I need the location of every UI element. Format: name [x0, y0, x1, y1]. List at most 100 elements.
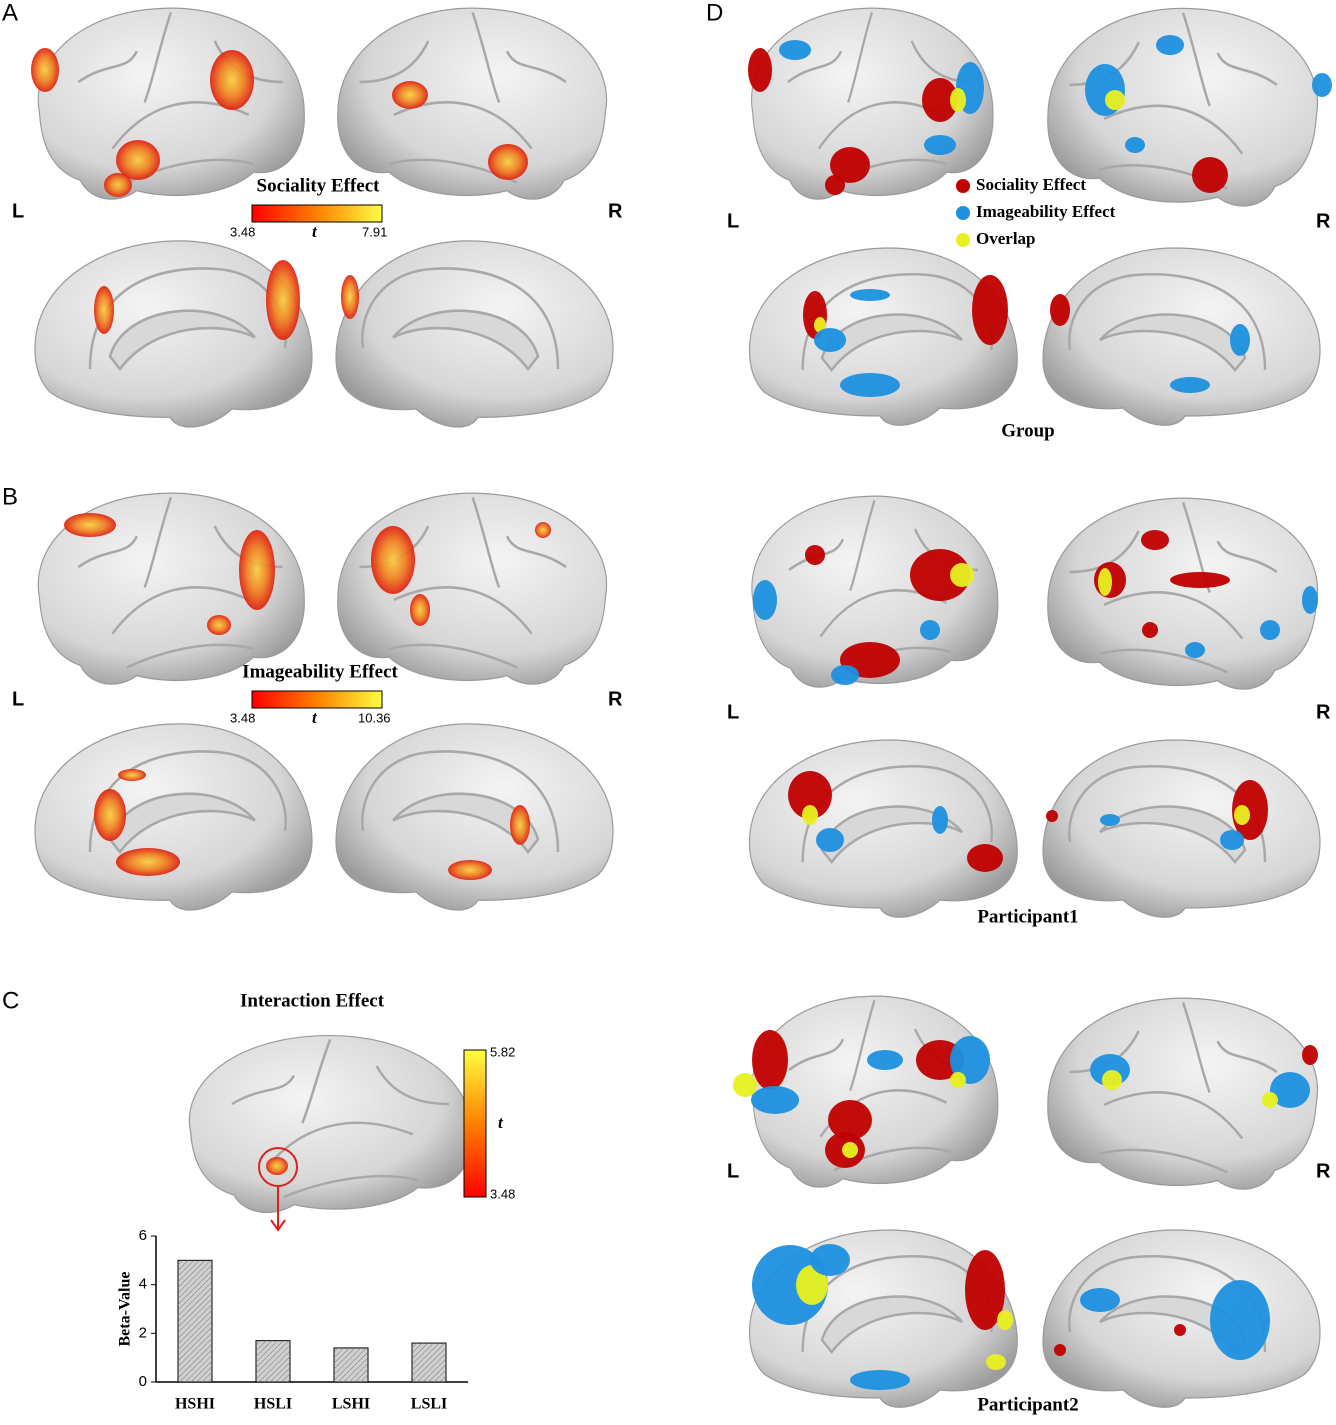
- activation-blob: [1050, 294, 1070, 326]
- legend: Sociality Effect Imageability Effect Overl…: [956, 175, 1116, 248]
- activation-blob: [796, 1265, 828, 1305]
- activation-blob: [814, 328, 846, 352]
- activation-blob: [118, 769, 146, 781]
- colorbar-symbol: t: [498, 1113, 504, 1132]
- activation-blob: [932, 806, 948, 834]
- activation-blob: [924, 135, 956, 155]
- brain-surface: [37, 7, 305, 200]
- activation-blob: [1230, 324, 1250, 356]
- side-label: L: [12, 688, 24, 710]
- roi-arrowhead: [270, 1219, 286, 1232]
- panel-label: B: [2, 483, 18, 510]
- activation-blob: [1260, 620, 1280, 640]
- sulcus: [301, 1039, 332, 1124]
- side-label: L: [727, 701, 739, 723]
- side-label: R: [1316, 210, 1331, 232]
- sulcus: [820, 1295, 964, 1354]
- activation-blob: [850, 1370, 910, 1390]
- sulcus: [388, 643, 518, 669]
- sulcus: [361, 750, 560, 853]
- activation-blob: [986, 1354, 1006, 1370]
- activation-blob: [972, 275, 1008, 345]
- y-tick-label: 2: [139, 1324, 147, 1341]
- side-label: L: [727, 1160, 739, 1182]
- brain: [34, 240, 313, 428]
- sulcus: [375, 1065, 450, 1106]
- legend-label: Overlap: [976, 229, 1036, 248]
- side-label: L: [727, 210, 739, 232]
- activation-blob: [210, 50, 254, 110]
- activation-blob: [207, 615, 231, 635]
- activation-blob: [1105, 90, 1125, 110]
- activation-blob: [239, 530, 275, 610]
- sulcus: [111, 586, 250, 635]
- activation-blob: [752, 1245, 828, 1325]
- sulcus: [820, 313, 964, 372]
- activation-blob: [867, 1050, 903, 1070]
- x-tick-label: HSHI: [175, 1396, 215, 1413]
- brain-renderings: [34, 7, 1321, 1408]
- sulcus: [392, 309, 540, 372]
- activation-blob: [920, 620, 940, 640]
- y-tick-label: 6: [139, 1227, 147, 1244]
- activation-blob: [1156, 35, 1184, 55]
- activation-blob: [1142, 622, 1158, 638]
- colorbar: [463, 1049, 487, 1198]
- side-label: R: [608, 200, 623, 222]
- bar-hatch: [178, 1260, 212, 1382]
- activation-blob: [104, 173, 132, 197]
- legend-label: Sociality Effect: [976, 175, 1086, 194]
- colorbar-min: 3.48: [230, 710, 255, 725]
- activation-blob: [805, 545, 825, 565]
- brain: [1042, 739, 1321, 918]
- activation-blob: [802, 805, 818, 825]
- activation-blob: [997, 1310, 1013, 1330]
- sulcus: [283, 1175, 419, 1199]
- bar-hatch: [256, 1340, 290, 1382]
- activation-blob: [810, 1244, 850, 1276]
- panel-title: Imageability Effect: [242, 661, 398, 682]
- sulcus: [143, 11, 173, 103]
- brain: [1047, 997, 1319, 1190]
- y-axis-label: Beta-Value: [117, 1272, 134, 1347]
- activation-blob: [535, 522, 551, 538]
- sulcus: [108, 792, 256, 855]
- activation-blob: [341, 275, 359, 319]
- activation-blob: [1170, 377, 1210, 393]
- sulcus: [788, 1038, 845, 1072]
- sulcus: [505, 535, 567, 569]
- activation-blob: [116, 140, 160, 180]
- activation-blob: [751, 1086, 799, 1114]
- y-tick-label: 4: [139, 1276, 147, 1293]
- legend-swatch: [956, 206, 970, 220]
- sulcus: [1103, 104, 1244, 155]
- brain-surface: [337, 7, 608, 200]
- sulcus: [126, 643, 254, 669]
- activation-blob: [814, 317, 826, 333]
- brain: [1047, 497, 1319, 690]
- sulcus: [1099, 805, 1247, 864]
- brain: [34, 723, 313, 911]
- brain: [337, 7, 608, 200]
- sulcus: [361, 267, 560, 370]
- brain: [1042, 1229, 1321, 1408]
- legend-swatch: [956, 233, 970, 247]
- colorbar-max: 7.91: [362, 224, 387, 239]
- sulcus: [77, 50, 138, 84]
- colorbar-min: 3.48: [230, 224, 255, 239]
- sulcus: [1216, 52, 1278, 86]
- activation-blob: [831, 665, 859, 685]
- activation-blob: [967, 844, 1003, 872]
- sulcus: [1103, 591, 1244, 640]
- activation-blob: [1080, 1288, 1120, 1312]
- activation-blob: [266, 260, 300, 340]
- activation-blob: [748, 48, 772, 92]
- sulcus: [77, 535, 138, 569]
- activation-blob: [1100, 814, 1120, 826]
- activation-blob: [116, 848, 180, 876]
- sulcus: [1099, 313, 1247, 372]
- activation-blob: [922, 78, 958, 122]
- activation-blob: [1234, 805, 1250, 825]
- sulcus: [1181, 12, 1211, 107]
